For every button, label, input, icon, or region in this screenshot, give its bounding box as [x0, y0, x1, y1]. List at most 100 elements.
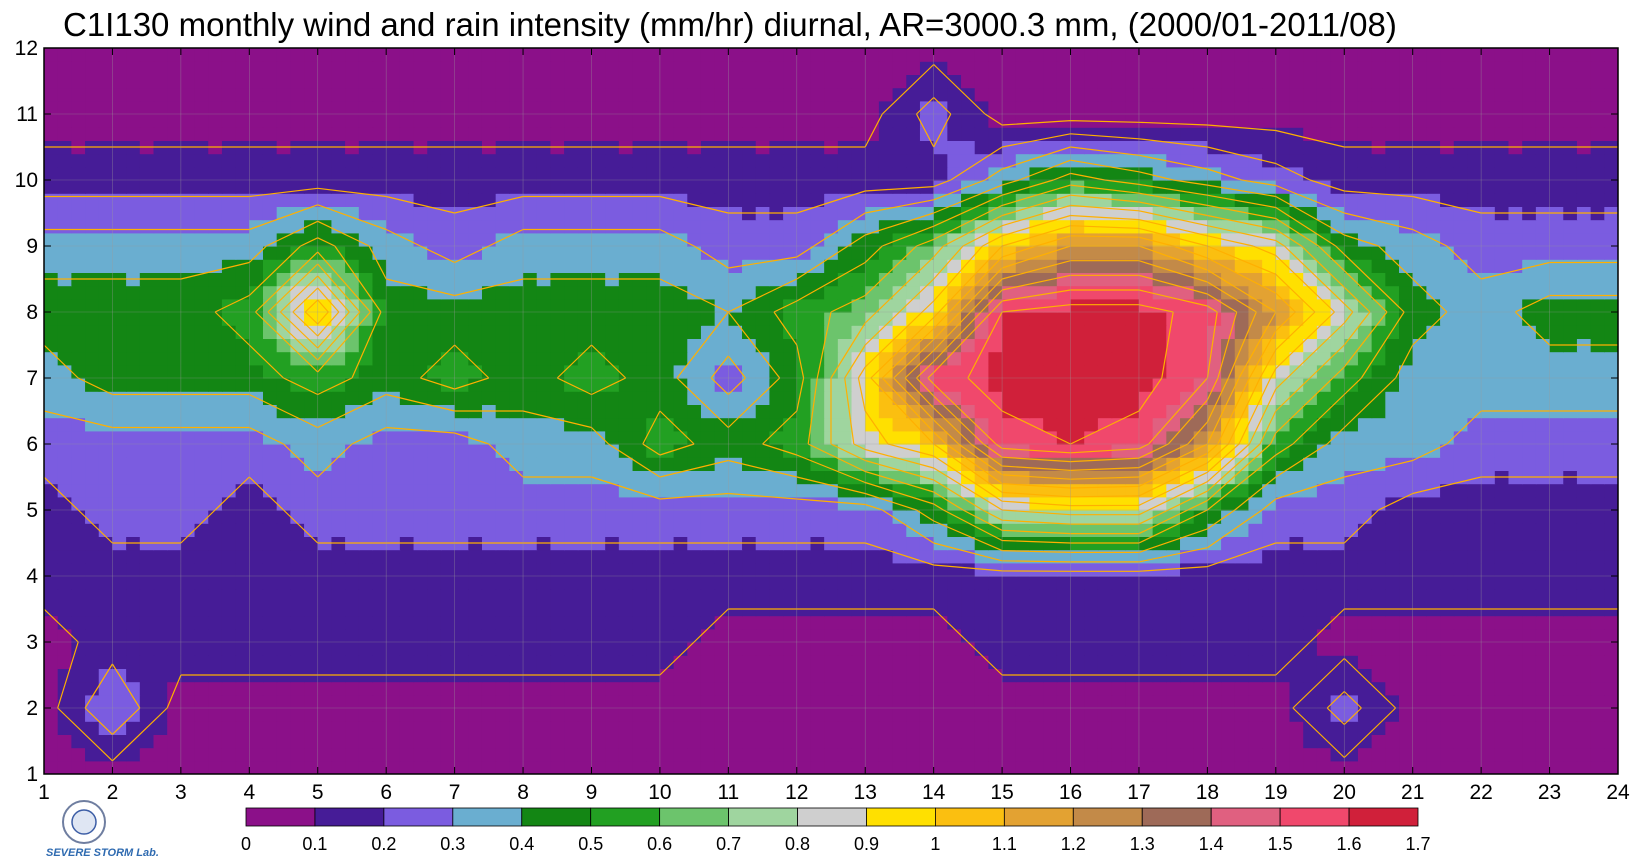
- contour-cell: [1344, 668, 1359, 683]
- contour-cell: [1207, 694, 1222, 709]
- contour-cell: [536, 681, 552, 696]
- contour-cell: [892, 694, 907, 709]
- contour-cell: [1316, 576, 1332, 590]
- contour-cell: [71, 180, 86, 194]
- contour-cell: [139, 417, 155, 432]
- contour-cell: [687, 562, 702, 577]
- contour-cell: [687, 325, 702, 339]
- contour-cell: [1494, 708, 1510, 722]
- contour-cell: [1056, 602, 1072, 617]
- contour-cell: [974, 338, 989, 353]
- contour-cell: [1330, 708, 1345, 722]
- contour-cell: [1316, 734, 1332, 749]
- contour-cell: [180, 417, 196, 432]
- contour-cell: [208, 232, 223, 247]
- contour-cell: [947, 219, 962, 234]
- contour-cell: [1152, 444, 1167, 458]
- contour-cell: [372, 351, 387, 366]
- contour-cell: [399, 628, 415, 643]
- contour-cell: [714, 549, 729, 564]
- contour-cell: [700, 180, 716, 194]
- contour-cell: [1275, 589, 1291, 603]
- contour-cell: [1590, 285, 1605, 300]
- contour-cell: [208, 708, 223, 722]
- contour-cell: [1330, 285, 1345, 300]
- contour-cell: [742, 708, 757, 722]
- contour-cell: [906, 510, 921, 524]
- contour-cell: [180, 615, 196, 630]
- contour-cell: [742, 576, 757, 590]
- contour-cell: [304, 246, 319, 260]
- contour-cell: [851, 312, 866, 326]
- contour-cell: [892, 391, 907, 405]
- contour-cell: [714, 510, 729, 524]
- contour-cell: [1002, 549, 1017, 564]
- contour-cell: [1002, 470, 1017, 485]
- contour-cell: [180, 549, 196, 564]
- contour-cell: [1440, 615, 1455, 630]
- contour-cell: [550, 325, 565, 339]
- contour-cell: [1426, 523, 1441, 537]
- contour-cell: [659, 193, 675, 207]
- contour-cell: [1522, 325, 1537, 339]
- contour-cell: [386, 615, 401, 630]
- contour-cell: [85, 219, 100, 234]
- contour-cell: [1221, 391, 1236, 405]
- contour-cell: [1563, 378, 1578, 392]
- contour-cell: [44, 180, 59, 194]
- contour-cell: [659, 549, 675, 564]
- contour-cell: [1166, 747, 1181, 762]
- contour-cell: [1029, 510, 1044, 524]
- contour-cell: [276, 259, 291, 273]
- contour-cell: [1481, 589, 1496, 603]
- contour-cell: [1221, 628, 1236, 643]
- contour-cell: [1289, 444, 1304, 458]
- contour-cell: [1248, 444, 1263, 458]
- contour-cell: [1180, 496, 1195, 511]
- contour-cell: [591, 681, 606, 696]
- contour-cell: [1563, 615, 1578, 630]
- contour-cell: [714, 483, 729, 498]
- contour-cell: [728, 483, 743, 498]
- contour-cell: [1549, 312, 1564, 326]
- contour-cell: [208, 298, 223, 313]
- contour-cell: [98, 496, 114, 511]
- contour-cell: [1426, 642, 1441, 656]
- contour-cell: [687, 510, 702, 524]
- contour-cell: [1248, 496, 1263, 511]
- contour-cell: [1604, 378, 1618, 392]
- contour-cell: [386, 510, 401, 524]
- contour-cell: [577, 510, 593, 524]
- contour-cell: [85, 259, 100, 273]
- contour-cell: [906, 219, 921, 234]
- contour-cell: [249, 734, 264, 749]
- contour-cell: [1180, 694, 1195, 709]
- contour-cell: [235, 457, 250, 471]
- contour-cell: [358, 378, 374, 392]
- contour-cell: [769, 681, 784, 696]
- contour-cell: [386, 312, 401, 326]
- contour-cell: [71, 483, 86, 498]
- contour-cell: [851, 642, 866, 656]
- contour-cell: [180, 378, 196, 392]
- contour-cell: [413, 404, 428, 419]
- contour-cell: [44, 602, 59, 617]
- contour-cell: [865, 246, 880, 260]
- contour-cell: [1399, 391, 1414, 405]
- contour-cell: [865, 681, 880, 696]
- contour-cell: [139, 589, 155, 603]
- contour-cell: [906, 180, 921, 194]
- contour-cell: [1097, 576, 1113, 590]
- contour-cell: [1070, 404, 1085, 419]
- contour-cell: [1535, 510, 1551, 524]
- contour-cell: [824, 708, 839, 722]
- contour-cell: [824, 470, 839, 485]
- contour-cell: [1549, 285, 1564, 300]
- contour-cell: [824, 721, 839, 735]
- contour-cell: [509, 391, 524, 405]
- contour-cell: [1576, 536, 1592, 551]
- contour-cell: [1371, 391, 1386, 405]
- contour-cell: [1522, 642, 1537, 656]
- contour-cell: [221, 417, 237, 432]
- contour-cell: [591, 285, 606, 300]
